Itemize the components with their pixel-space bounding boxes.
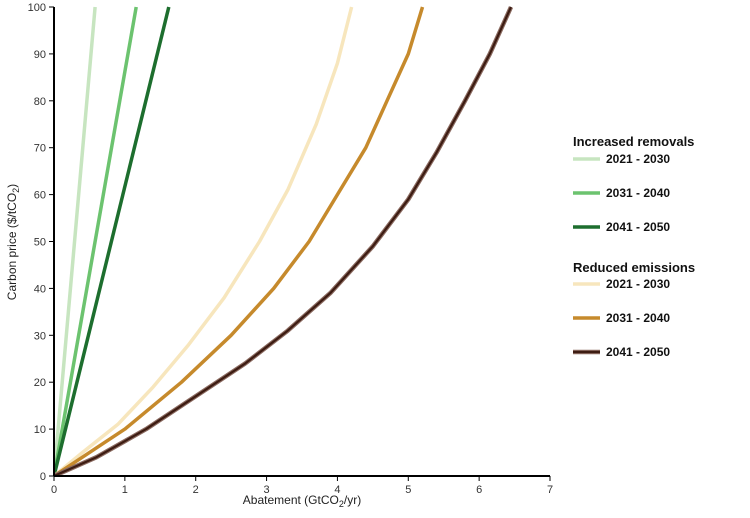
legend-label: 2021 - 2030 xyxy=(606,152,670,166)
x-tick-label: 2 xyxy=(193,484,199,496)
y-axis-title-main: Carbon price ($/tCO xyxy=(5,193,19,300)
y-axis-ticks: 0 10 20 30 40 50 60 70 80 90 100 xyxy=(28,2,54,483)
x-tick-label: 5 xyxy=(405,484,411,496)
x-tick-label: 4 xyxy=(334,484,340,496)
y-tick-label: 0 xyxy=(40,471,46,483)
series-line-emissions-2021-2030 xyxy=(54,6,354,476)
x-tick-label: 0 xyxy=(51,484,57,496)
y-tick-label: 90 xyxy=(34,49,46,61)
y-tick-label: 40 xyxy=(34,283,46,295)
legend-label: 2031 - 2040 xyxy=(606,186,670,200)
series-line-removals-2031-2040 xyxy=(54,6,138,476)
x-tick-label: 6 xyxy=(476,484,482,496)
legend-group-title: Increased removals xyxy=(573,134,694,149)
x-tick-label: 7 xyxy=(547,484,553,496)
y-tick-label: 70 xyxy=(34,143,46,155)
x-axis-title: Abatement (GtCO2/yr) xyxy=(243,493,361,509)
y-axis-title-end: ) xyxy=(5,184,19,188)
y-tick-label: 10 xyxy=(34,424,46,436)
y-tick-label: 30 xyxy=(34,330,46,342)
legend: Increased removals 2021 - 2030 2031 - 2040… xyxy=(573,134,695,359)
y-tick-label: 50 xyxy=(34,237,46,249)
x-axis-title-subscript: 2 xyxy=(339,499,344,509)
legend-group-title: Reduced emissions xyxy=(573,260,695,275)
y-tick-label: 100 xyxy=(28,2,46,14)
series-line-removals-2021-2030 xyxy=(54,6,97,476)
series-line-emissions-2041-2050 xyxy=(54,6,513,476)
series-line-emissions-2031-2040 xyxy=(54,6,425,476)
y-axis-title: Carbon price ($/tCO2) xyxy=(5,184,21,300)
series-line-removals-2041-2050 xyxy=(54,6,171,476)
y-tick-label: 80 xyxy=(34,96,46,108)
series-lines xyxy=(54,6,514,476)
x-axis-ticks: 0 1 2 3 4 5 6 7 xyxy=(51,476,553,496)
legend-label: 2041 - 2050 xyxy=(606,220,670,234)
x-axis-title-main: Abatement (GtCO xyxy=(243,493,339,507)
legend-label: 2021 - 2030 xyxy=(606,277,670,291)
y-axis-title-subscript: 2 xyxy=(11,188,21,193)
x-tick-label: 3 xyxy=(264,484,270,496)
y-tick-label: 20 xyxy=(34,377,46,389)
legend-label: 2031 - 2040 xyxy=(606,311,670,325)
x-tick-label: 1 xyxy=(122,484,128,496)
legend-label: 2041 - 2050 xyxy=(606,345,670,359)
x-axis-title-end: /yr) xyxy=(344,493,361,507)
y-tick-label: 60 xyxy=(34,190,46,202)
